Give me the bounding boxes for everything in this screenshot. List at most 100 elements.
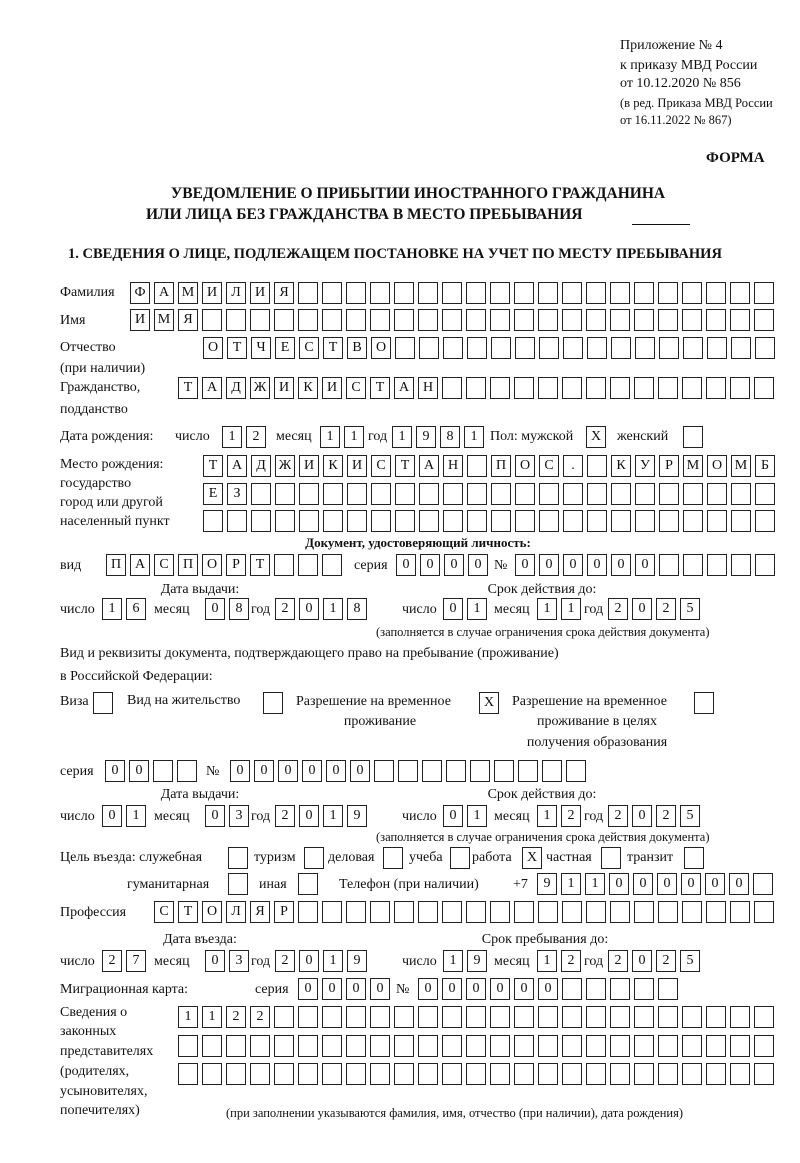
char-cell[interactable]: К [323, 455, 343, 477]
char-cell[interactable] [610, 1006, 630, 1028]
char-cell[interactable] [587, 337, 607, 359]
char-cell[interactable] [419, 510, 439, 532]
char-cell[interactable]: 0 [633, 873, 653, 895]
char-cell[interactable]: Д [251, 455, 271, 477]
temp-residence-checkbox[interactable]: X [479, 692, 499, 714]
char-cell[interactable] [490, 282, 510, 304]
char-cell[interactable] [298, 554, 318, 576]
char-cell[interactable]: О [371, 337, 391, 359]
char-cell[interactable]: 1 [467, 598, 487, 620]
char-cell[interactable] [202, 1063, 222, 1085]
char-cell[interactable]: 8 [229, 598, 249, 620]
char-cell[interactable]: И [299, 455, 319, 477]
char-cell[interactable] [634, 377, 654, 399]
char-cell[interactable] [418, 1035, 438, 1057]
char-cell[interactable] [494, 760, 514, 782]
purpose-business-checkbox[interactable] [383, 847, 403, 869]
char-cell[interactable] [346, 309, 366, 331]
char-cell[interactable] [442, 901, 462, 923]
char-cell[interactable]: О [203, 337, 223, 359]
char-cell[interactable]: 0 [299, 950, 319, 972]
char-cell[interactable] [442, 1006, 462, 1028]
checkbox-cell[interactable] [450, 847, 470, 869]
char-cell[interactable] [706, 282, 726, 304]
char-cell[interactable] [490, 1006, 510, 1028]
char-cell[interactable] [346, 901, 366, 923]
char-cell[interactable]: А [227, 455, 247, 477]
char-cell[interactable] [370, 1063, 390, 1085]
char-cell[interactable] [442, 1035, 462, 1057]
legal-reps-line-3[interactable] [178, 1063, 774, 1085]
char-cell[interactable] [562, 1006, 582, 1028]
char-cell[interactable] [442, 1063, 462, 1085]
char-cell[interactable] [658, 901, 678, 923]
char-cell[interactable] [422, 760, 442, 782]
char-cell[interactable]: 0 [346, 978, 366, 1000]
char-cell[interactable] [586, 1063, 606, 1085]
char-cell[interactable] [731, 554, 751, 576]
char-cell[interactable]: 0 [254, 760, 274, 782]
purpose-private-checkbox[interactable] [601, 847, 621, 869]
char-cell[interactable] [347, 510, 367, 532]
char-cell[interactable] [682, 901, 702, 923]
char-cell[interactable] [754, 309, 774, 331]
char-cell[interactable] [466, 377, 486, 399]
char-cell[interactable]: 0 [632, 950, 652, 972]
char-cell[interactable] [202, 309, 222, 331]
char-cell[interactable]: 8 [440, 426, 460, 448]
char-cell[interactable] [563, 483, 583, 505]
char-cell[interactable]: 2 [246, 426, 266, 448]
char-cell[interactable]: Л [226, 901, 246, 923]
char-cell[interactable]: П [178, 554, 198, 576]
char-cell[interactable] [395, 483, 415, 505]
char-cell[interactable] [442, 282, 462, 304]
char-cell[interactable] [683, 483, 703, 505]
char-cell[interactable] [753, 873, 773, 895]
char-cell[interactable] [394, 1035, 414, 1057]
char-cell[interactable] [395, 337, 415, 359]
char-cell[interactable] [586, 901, 606, 923]
char-cell[interactable]: Я [178, 309, 198, 331]
char-cell[interactable] [371, 510, 391, 532]
char-cell[interactable] [586, 309, 606, 331]
char-cell[interactable]: 3 [229, 950, 249, 972]
char-cell[interactable] [754, 1035, 774, 1057]
char-cell[interactable]: О [202, 901, 222, 923]
char-cell[interactable] [730, 282, 750, 304]
char-cell[interactable]: 0 [299, 598, 319, 620]
char-cell[interactable] [491, 483, 511, 505]
char-cell[interactable] [153, 760, 173, 782]
char-cell[interactable]: А [394, 377, 414, 399]
char-cell[interactable] [274, 1006, 294, 1028]
char-cell[interactable] [251, 483, 271, 505]
char-cell[interactable] [682, 1006, 702, 1028]
char-cell[interactable] [443, 510, 463, 532]
char-cell[interactable]: 9 [416, 426, 436, 448]
char-cell[interactable] [322, 1006, 342, 1028]
checkbox-cell[interactable] [601, 847, 621, 869]
char-cell[interactable]: 5 [680, 598, 700, 620]
char-cell[interactable] [250, 1063, 270, 1085]
char-cell[interactable]: 1 [443, 950, 463, 972]
char-cell[interactable] [395, 510, 415, 532]
char-cell[interactable] [563, 510, 583, 532]
char-cell[interactable] [538, 1035, 558, 1057]
char-cell[interactable] [203, 510, 223, 532]
char-cell[interactable]: 1 [126, 805, 146, 827]
char-cell[interactable] [634, 901, 654, 923]
char-cell[interactable] [346, 1035, 366, 1057]
char-cell[interactable] [466, 309, 486, 331]
char-cell[interactable] [754, 282, 774, 304]
char-cell[interactable] [514, 1063, 534, 1085]
